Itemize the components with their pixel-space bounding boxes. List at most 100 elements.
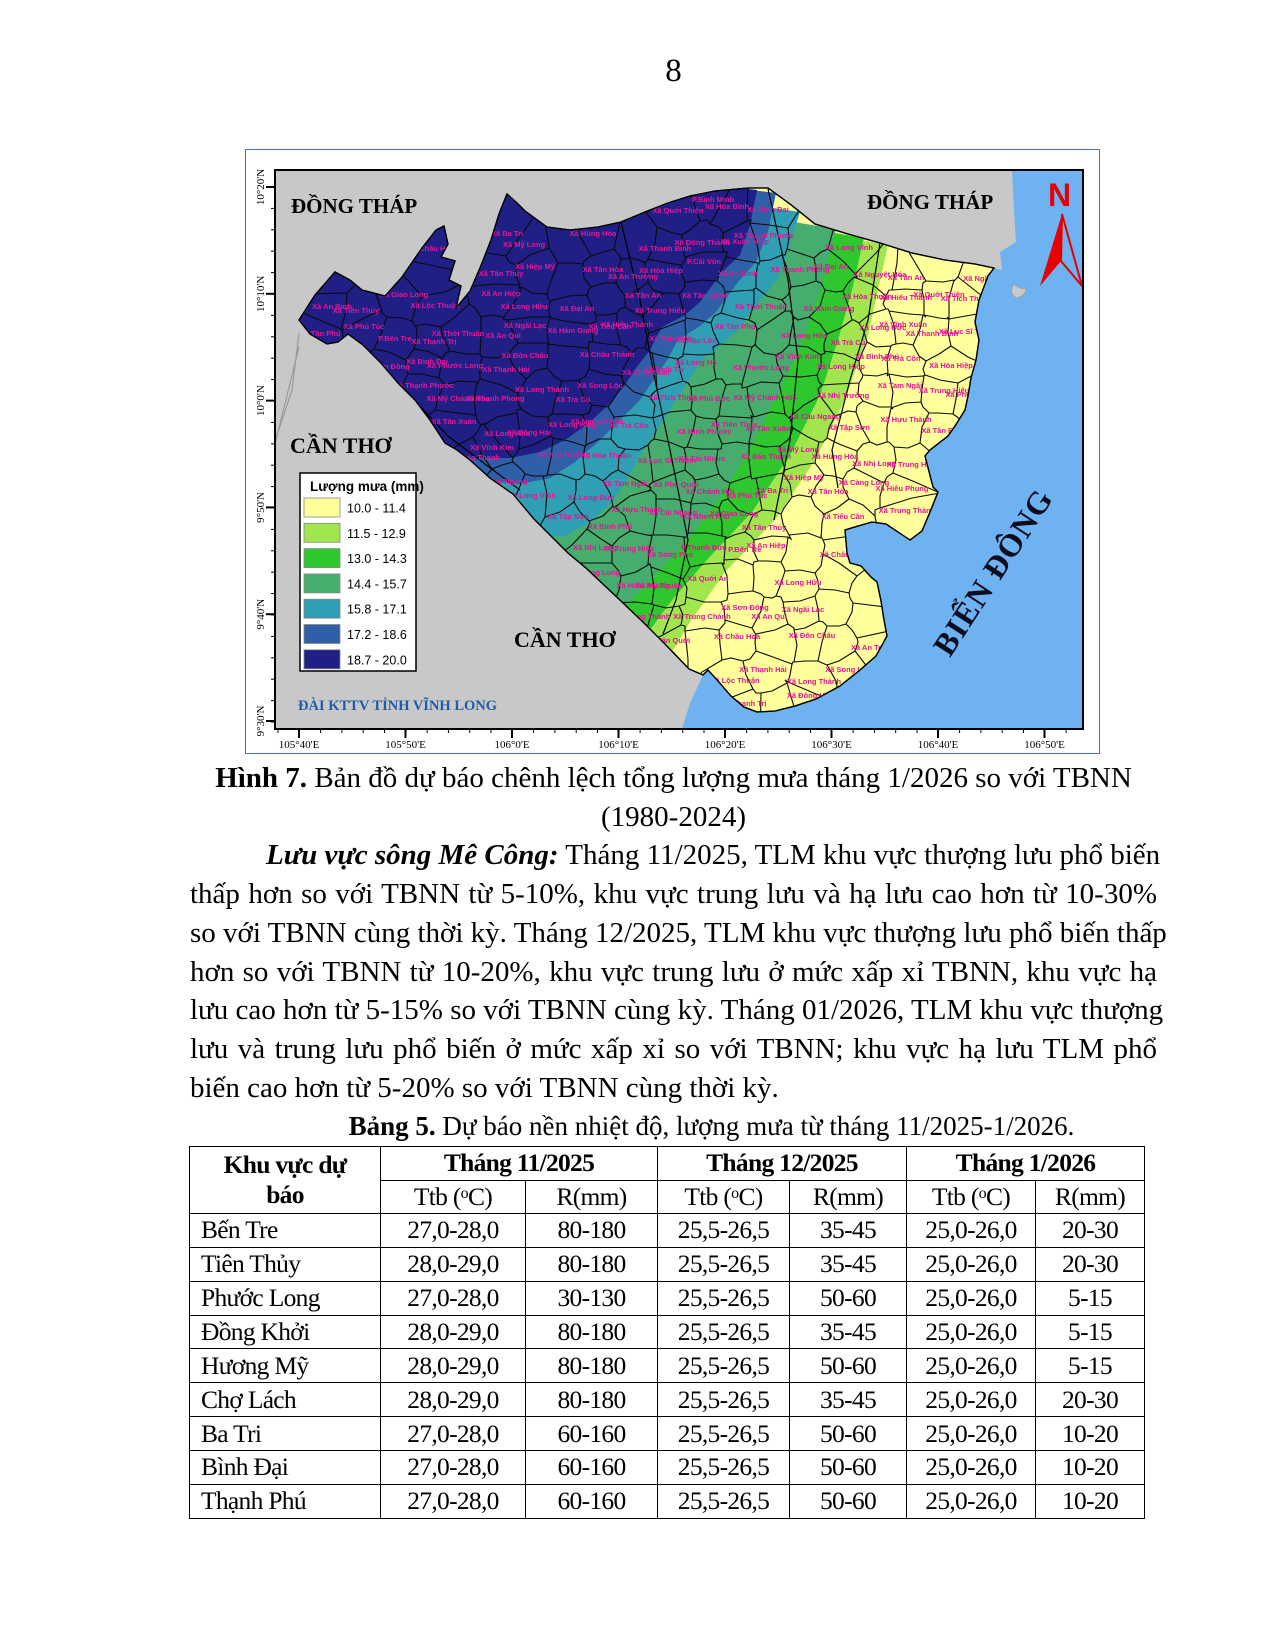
svg-text:18.7 - 20.0: 18.7 - 20.0 (347, 653, 407, 667)
svg-text:Xã Vĩnh Xuân: Xã Vĩnh Xuân (622, 368, 670, 377)
svg-text:Xã Tân An: Xã Tân An (625, 291, 662, 300)
svg-text:Xã Mỹ Chánh Hòa: Xã Mỹ Chánh Hòa (426, 394, 490, 403)
svg-text:Xã Long Đức: Xã Long Đức (860, 323, 907, 332)
svg-text:Xã Hựu Thành: Xã Hựu Thành (611, 505, 663, 514)
svg-text:ĐÀI KTTV TỈNH VĨNH LONG: ĐÀI KTTV TỈNH VĨNH LONG (298, 696, 497, 714)
svg-text:Xã Trà Cú: Xã Trà Cú (556, 395, 591, 404)
svg-text:Xã Hiếu Phụng: Xã Hiếu Phụng (876, 484, 929, 493)
svg-text:P.Bến Tre: P.Bến Tre (728, 545, 762, 554)
svg-text:Xã Long Hữu: Xã Long Hữu (774, 578, 822, 587)
svg-text:Xã Thạnh Phước: Xã Thạnh Phước (394, 381, 454, 390)
svg-text:Xã Long Hữu: Xã Long Hữu (500, 302, 548, 311)
svg-text:15.8 - 17.1: 15.8 - 17.1 (347, 603, 407, 617)
svg-text:Xã Hiệp Mỹ: Xã Hiệp Mỹ (784, 473, 825, 482)
svg-text:Xã Thạnh Phong: Xã Thạnh Phong (465, 394, 525, 403)
svg-text:Xã Bình Phước: Xã Bình Phước (677, 427, 732, 436)
svg-text:Xã Long Hòa: Xã Long Hòa (781, 331, 828, 340)
svg-text:Xã Nhị Trường: Xã Nhị Trường (538, 450, 591, 459)
svg-text:105°50'E: 105°50'E (385, 739, 426, 751)
svg-text:Xã Bình Phú: Xã Bình Phú (588, 522, 633, 531)
svg-text:Xã Ngãi Tứ: Xã Ngãi Tứ (963, 274, 1003, 283)
svg-text:Xã Thanh Bình: Xã Thanh Bình (639, 244, 692, 253)
svg-text:Xã Giao Long: Xã Giao Long (380, 290, 429, 299)
svg-text:Xã Tân Bình: Xã Tân Bình (921, 426, 965, 435)
svg-text:Xã Bảo Thạnh: Xã Bảo Thạnh (450, 453, 500, 462)
svg-text:Xã Trà Côn: Xã Trà Côn (609, 421, 649, 430)
svg-text:P.Thanh Đức: P.Thanh Đức (681, 543, 727, 552)
svg-text:Xã Ngãi Lạc: Xã Ngãi Lạc (504, 321, 547, 330)
svg-text:Xã Tam Ngãi: Xã Tam Ngãi (878, 381, 922, 390)
svg-text:106°40'E: 106°40'E (918, 739, 959, 751)
svg-text:Xã Nhị Long: Xã Nhị Long (852, 459, 896, 468)
svg-text:Xã Long Hiệp: Xã Long Hiệp (817, 362, 865, 371)
svg-text:Xã Đôn Châu: Xã Đôn Châu (502, 351, 549, 360)
svg-text:Xã Long Đức: Xã Long Đức (568, 493, 615, 502)
svg-text:Xã Hiếu Phụng: Xã Hiếu Phụng (617, 581, 670, 590)
svg-text:Xã Đại An: Xã Đại An (560, 304, 595, 313)
svg-text:Xã Tân Phú: Xã Tân Phú (300, 329, 341, 338)
svg-text:CẦN THƠ: CẦN THƠ (514, 627, 617, 652)
svg-text:Xã Đông Hải: Xã Đông Hải (787, 691, 831, 700)
svg-text:Xã Hựu Thành: Xã Hựu Thành (880, 415, 932, 424)
svg-text:Xã Bình Đại: Xã Bình Đại (406, 357, 448, 366)
svg-text:Xã Đông Thành: Xã Đông Thành (675, 238, 730, 247)
svg-text:N: N (1048, 177, 1071, 213)
svg-text:Xã Tân Quới: Xã Tân Quới (646, 636, 691, 645)
svg-text:Xã Đôn Châu: Xã Đôn Châu (789, 631, 836, 640)
svg-text:Xã Lộc Thuận: Xã Lộc Thuận (710, 676, 760, 685)
svg-text:Xã Vĩnh Kim: Xã Vĩnh Kim (470, 443, 514, 452)
svg-text:Xã Cầu Ngang: Xã Cầu Ngang (477, 477, 528, 486)
svg-text:Xã Vĩnh Xuân: Xã Vĩnh Xuân (879, 320, 927, 329)
svg-text:Xã Ba Tri: Xã Ba Tri (491, 229, 523, 238)
svg-text:Xã Châu Thành: Xã Châu Thành (580, 350, 635, 359)
svg-text:106°0'E: 106°0'E (494, 739, 529, 751)
svg-text:Xã Ba Tri: Xã Ba Tri (756, 486, 788, 495)
svg-text:9°30'N: 9°30'N (255, 706, 267, 737)
svg-text:Xã Song Phú: Xã Song Phú (647, 550, 694, 559)
svg-text:Xã Bình Đại: Xã Bình Đại (747, 205, 789, 214)
svg-text:Xã Quới Thiện: Xã Quới Thiện (913, 290, 965, 299)
svg-text:Xã Xuân Hiệp: Xã Xuân Hiệp (721, 237, 769, 246)
svg-text:Xã Hàm Giang: Xã Hàm Giang (548, 326, 599, 335)
svg-text:Xã Long Hồ: Xã Long Hồ (675, 358, 717, 367)
svg-text:Xã Ngãi Tứ: Xã Ngãi Tứ (644, 365, 684, 374)
svg-text:Xã Phước Long: Xã Phước Long (733, 363, 790, 372)
svg-text:Xã Hậu Lộc: Xã Hậu Lộc (676, 336, 717, 345)
svg-text:Xã Tam Ngãi: Xã Tam Ngãi (603, 479, 647, 488)
svg-text:Xã An Hiệp: Xã An Hiệp (746, 541, 786, 550)
svg-text:106°10'E: 106°10'E (598, 739, 639, 751)
svg-text:Xã Tân Xuân: Xã Tân Xuân (745, 424, 790, 433)
svg-text:ĐỒNG THÁP: ĐỒNG THÁP (291, 194, 417, 218)
svg-text:Xã Mỹ Long: Xã Mỹ Long (777, 445, 820, 454)
svg-text:Xã Châu Hòa: Xã Châu Hòa (408, 244, 455, 253)
svg-text:Xã Thạnh Trị: Xã Thạnh Trị (721, 699, 766, 708)
svg-text:Xã Hiếu Thành: Xã Hiếu Thành (880, 293, 933, 302)
svg-text:10.0 - 11.4: 10.0 - 11.4 (347, 502, 406, 516)
svg-text:ĐỒNG THÁP: ĐỒNG THÁP (867, 190, 993, 214)
svg-text:105°40'E: 105°40'E (279, 739, 320, 751)
svg-text:Xã Tân Xuân: Xã Tân Xuân (431, 417, 476, 426)
svg-text:Xã Thạnh Trị: Xã Thạnh Trị (411, 337, 456, 346)
svg-text:Xã Tân Thủy: Xã Tân Thủy (742, 523, 787, 532)
svg-text:Xã Ngãi Lạc: Xã Ngãi Lạc (782, 605, 825, 614)
svg-text:Xã Song Lộc: Xã Song Lộc (825, 665, 870, 674)
svg-text:Xã Bình Phú: Xã Bình Phú (855, 352, 900, 361)
svg-text:Xã Hiếu Thành: Xã Hiếu Thành (601, 320, 654, 329)
svg-text:Xã Vĩnh Kim: Xã Vĩnh Kim (775, 352, 819, 361)
svg-text:Xã Tân Lược: Xã Tân Lược (682, 291, 728, 300)
svg-text:Xã Hàm Giang: Xã Hàm Giang (804, 304, 855, 313)
svg-text:9°50'N: 9°50'N (255, 492, 267, 523)
svg-text:CẦN THƠ: CẦN THƠ (290, 433, 393, 458)
svg-text:Xã Càng Long: Xã Càng Long (570, 568, 621, 577)
svg-text:Xã Giao Long: Xã Giao Long (710, 509, 759, 518)
svg-text:Xã Trà Cú: Xã Trà Cú (831, 338, 866, 347)
svg-text:Xã Long Thành: Xã Long Thành (787, 677, 842, 686)
svg-text:17.2 - 18.6: 17.2 - 18.6 (347, 628, 407, 642)
svg-text:Xã Tích Thiện: Xã Tích Thiện (649, 393, 698, 402)
svg-text:Xã Cái Nhum: Xã Cái Nhum (679, 454, 726, 463)
svg-text:Xã Hòa Thuận: Xã Hòa Thuận (581, 451, 631, 460)
svg-text:Xã Nhị Long: Xã Nhị Long (573, 543, 617, 552)
svg-text:Xã An Qui: Xã An Qui (485, 331, 521, 340)
svg-text:Xã Nguyệt Hóa: Xã Nguyệt Hóa (571, 417, 625, 426)
svg-text:Xã Long Hòa: Xã Long Hòa (484, 429, 531, 438)
